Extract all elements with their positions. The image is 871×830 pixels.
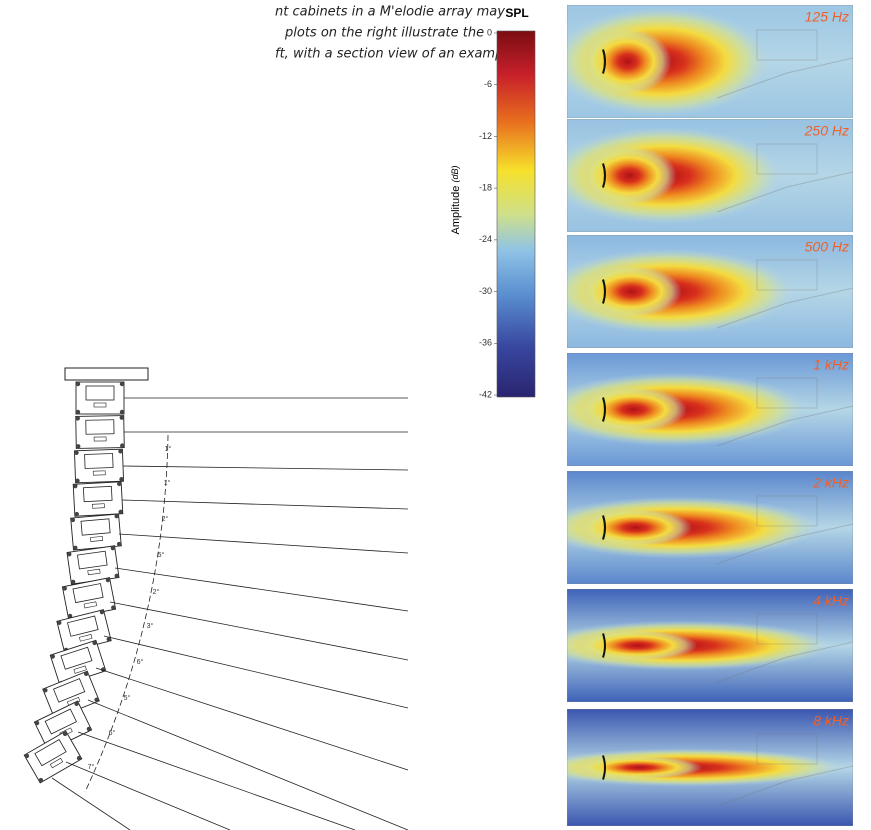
cabinet [67,546,119,585]
splay-angle: 7° [88,763,95,771]
spl-plot [536,471,853,584]
dispersion-line [66,762,230,830]
dispersion-line [119,534,408,553]
spl-plot [529,709,853,826]
intro-line: plots on the right illustrate the [284,26,484,41]
splay-angle: 5° [158,551,165,559]
colorbar-tick: -36 [479,338,492,348]
colorbar-label: Amplitude (dB) [450,166,462,235]
colorbar-tick: -18 [479,183,492,193]
bolt [76,382,80,386]
cabinet [62,577,116,618]
field-core [576,756,702,779]
colorbar-scale [497,31,535,397]
field-core [578,631,698,661]
colorbar: SPL Amplitude (dB) 0 -6 -12 -18 -24 -30 -36 -42 [450,6,535,399]
frequency-label: 250 Hz [804,123,849,139]
intro: nt cabinets in a M'elodie array may plot… [275,5,515,62]
splay-angle: 3° [147,622,154,630]
splay-angle: 6° [109,729,116,737]
cabinet [74,449,124,483]
frequency-label: 2 kHz [812,475,849,491]
colorbar-tick: -12 [479,131,492,141]
field-core [579,509,693,546]
line-array: 1° 1° 2° 5° 2° 3° 6° 5° 6° 7° [24,368,408,830]
field-core [581,266,682,318]
colorbar-tick: -30 [479,286,492,296]
dispersion-line [110,602,408,660]
spl-plot [533,589,854,702]
spl-plots: 125 Hz 250 Hz 500 Hz 1 kHz 2 kHz 4 kHz 8 kHz [529,5,853,826]
dispersion-line [122,500,408,509]
frequency-label: 4 kHz [813,593,849,609]
colorbar-tick: 0 [487,27,492,37]
frequency-label: 8 kHz [813,713,849,729]
dispersion-line [52,778,130,830]
dispersion-line [104,636,408,708]
frequency-label: 500 Hz [805,239,849,255]
axis-label: Amplitude [450,186,462,235]
colorbar-title: SPL [505,6,528,20]
colorbar-tick: -42 [479,389,492,399]
cabinet [70,514,121,550]
intro-line: nt cabinets in a M'elodie array may [275,5,505,20]
dispersion-line [123,466,408,470]
colorbar-tick: -24 [479,234,492,244]
page: nt cabinets in a M'elodie array may plot… [0,0,871,830]
frequency-label: 1 kHz [813,357,849,373]
cabinet [76,382,124,414]
rigging-frame [65,368,148,380]
cabinet [76,415,125,448]
cabinet-body [67,546,119,584]
field-core [582,146,676,205]
field-core [580,387,687,431]
cabinet-body [76,416,125,449]
splay-angle: 1° [165,445,172,453]
spl-plot [540,353,853,466]
splay-angle: 1° [164,479,171,487]
unit: (dB) [450,166,460,183]
cabinet-body [76,382,124,414]
bolt [120,382,124,386]
cabinet-body [62,578,115,619]
colorbar-tick: -6 [484,79,492,89]
splay-angle: 6° [137,658,144,666]
frequency-label: 125 Hz [805,9,849,25]
bolt [120,410,124,414]
dispersion-line [78,732,355,830]
dispersion-line [88,700,408,830]
cabinet-body [71,514,122,550]
cabinet [73,482,123,517]
splay-angle: 2° [162,515,169,523]
intro-line: ft, with a section view of an example [275,47,515,62]
field-core [584,29,672,95]
splay-angle: 5° [124,694,131,702]
splay-angle: 2° [153,588,160,596]
bolt [76,410,80,414]
